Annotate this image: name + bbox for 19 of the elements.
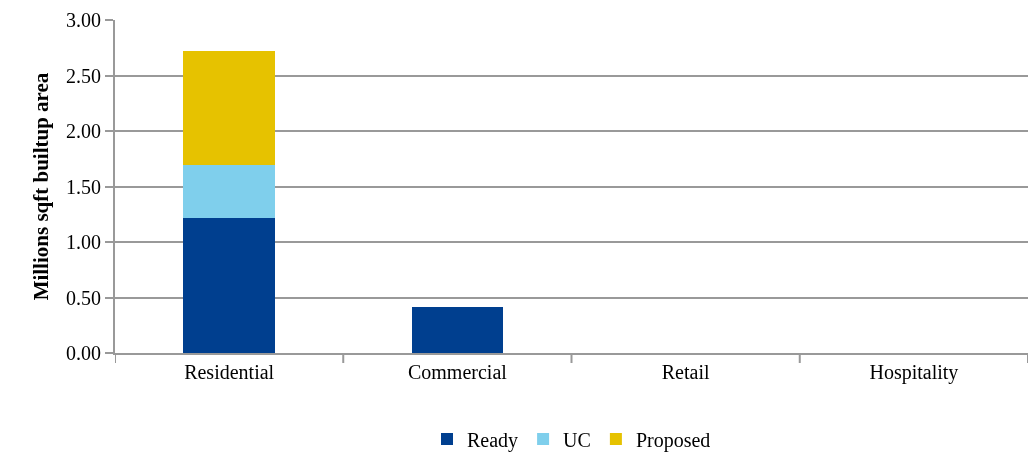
y-tick-label: 2.00	[66, 120, 101, 142]
bar	[183, 217, 275, 353]
y-axis-title: Millions sqft builtup area	[28, 72, 53, 301]
legend-label: UC	[563, 428, 591, 451]
bar	[183, 165, 275, 218]
y-tick-label: 3.00	[66, 9, 101, 31]
bar	[411, 307, 504, 353]
y-tick-label: 0.50	[66, 286, 101, 309]
x-tick-label: Retail	[661, 361, 710, 383]
y-tick-label: 2.50	[66, 64, 101, 87]
x-tick-label: Residential	[184, 361, 275, 383]
y-tick-label: 1.50	[66, 175, 101, 198]
y-tick-label: 1.00	[66, 231, 101, 253]
bar	[183, 51, 275, 166]
legend-label: Proposed	[635, 428, 711, 452]
y-tick-label: 0.00	[66, 342, 101, 364]
x-tick-label: Hospitality	[869, 361, 959, 384]
legend-label: Ready	[467, 428, 519, 452]
x-tick-label: Commercial	[407, 361, 508, 383]
